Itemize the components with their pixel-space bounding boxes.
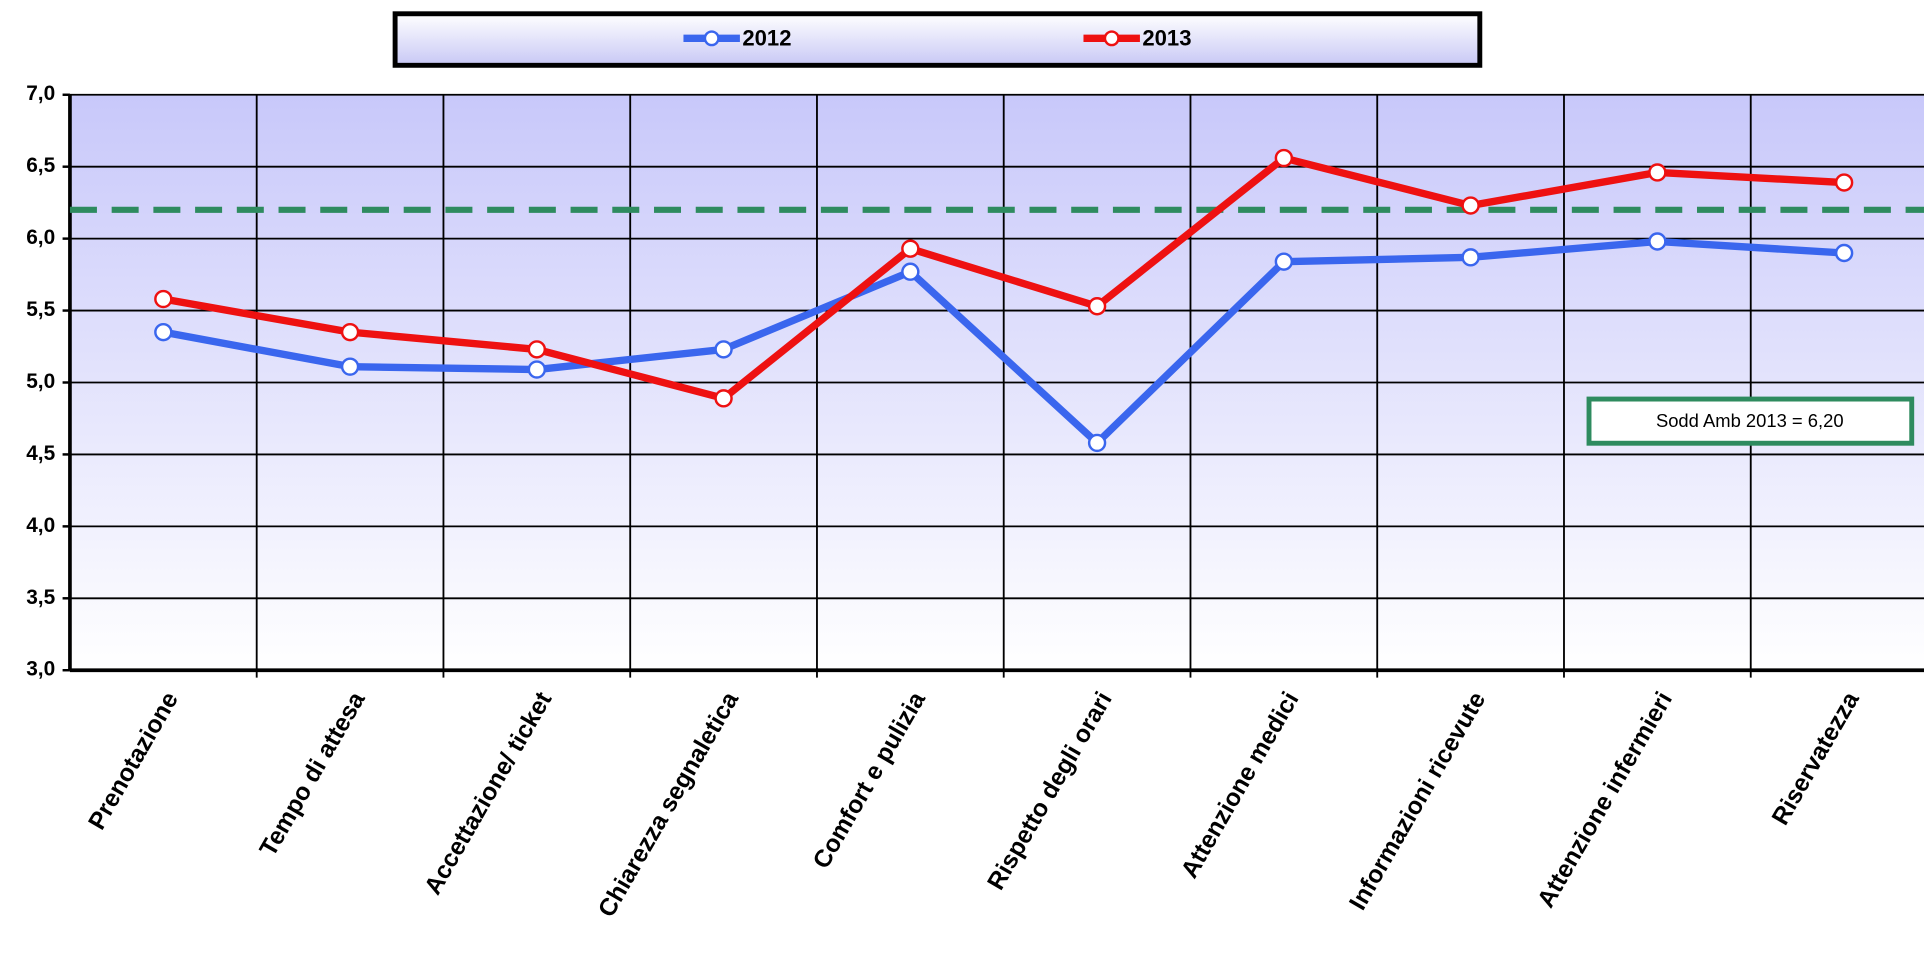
legend-box [395, 14, 1480, 66]
y-tick-label: 4,0 [26, 514, 55, 537]
data-point [529, 362, 545, 378]
data-point [342, 324, 358, 340]
x-tick-label: Riservatezza [1767, 687, 1865, 830]
y-tick-label: 7,0 [26, 82, 55, 105]
data-point [1649, 234, 1665, 250]
data-point [342, 359, 358, 375]
data-point [1649, 164, 1665, 180]
data-point [902, 241, 918, 257]
y-tick-label: 6,0 [26, 226, 55, 249]
page: 3,0 3,5 4,0 4,5 5,0 5,5 6,0 6,5 7,0 Prenotazione T… [0, 0, 1924, 965]
legend-label: 2012 [742, 25, 791, 50]
x-tick-label: Informazioni ricevute [1344, 688, 1491, 915]
data-point [1089, 435, 1105, 451]
legend-marker [705, 32, 718, 45]
legend-label: 2013 [1142, 25, 1191, 50]
data-point [1463, 249, 1479, 265]
annotation: Sodd Amb 2013 = 6,20 [1656, 410, 1844, 431]
y-tick-label: 3,0 [26, 658, 55, 681]
data-point [1276, 254, 1292, 270]
data-point [1276, 150, 1292, 166]
data-point [716, 390, 732, 406]
x-tick-label: Accettazione/ ticket [420, 688, 558, 900]
x-tick-label: Comfort e pulizia [808, 687, 931, 873]
x-tick-label: Attenzione infermieri [1533, 688, 1678, 913]
data-point [902, 264, 918, 280]
y-tick-label: 5,0 [26, 370, 55, 393]
data-point [1836, 175, 1852, 191]
data-point [1463, 198, 1479, 214]
data-point [1836, 245, 1852, 261]
x-tick-label: Tempo di attesa [255, 687, 371, 861]
y-tick-label: 4,5 [26, 442, 55, 465]
chart: 3,0 3,5 4,0 4,5 5,0 5,5 6,0 6,5 7,0 Prenotazione T… [0, 0, 1924, 965]
x-tick-label: Chiarezza segnaletica [593, 687, 744, 922]
data-point [716, 341, 732, 357]
y-tick-label: 5,5 [26, 298, 55, 321]
data-point [155, 324, 171, 340]
x-tick-label: Rispetto degli orari [983, 688, 1118, 895]
x-tick-label: Attenzione medici [1176, 688, 1304, 883]
x-tick-label: Prenotazione [84, 688, 184, 835]
legend-marker [1105, 32, 1118, 45]
data-point [529, 341, 545, 357]
data-point [1089, 298, 1105, 314]
y-tick-label: 3,5 [26, 586, 55, 609]
y-tick-label: 6,5 [26, 154, 55, 177]
data-point [155, 291, 171, 307]
